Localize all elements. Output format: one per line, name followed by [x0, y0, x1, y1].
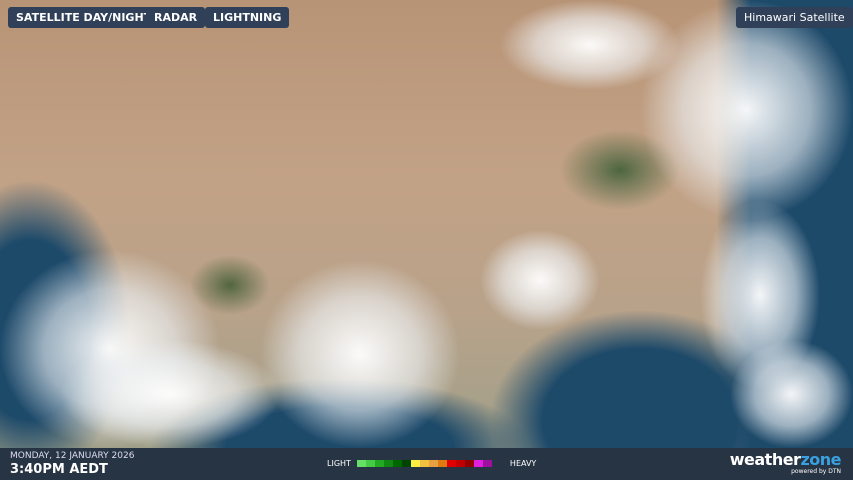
logo-text-a: weather: [729, 450, 801, 469]
legend-swatch: [482, 460, 492, 467]
legend-swatch: [464, 460, 474, 467]
source-label: Himawari Satellite: [736, 7, 853, 28]
date-label: MONDAY, 12 JANUARY 2026: [10, 451, 135, 461]
cloud: [500, 0, 680, 90]
legend-swatch: [374, 460, 384, 467]
tab-satellite-day-night[interactable]: SATELLITE DAY/NIGHT: [8, 7, 160, 28]
legend-light-label: LIGHT: [327, 459, 351, 468]
logo-text-b: zone: [800, 450, 841, 469]
time-label: 3:40PM AEDT: [10, 462, 108, 477]
cloud: [260, 260, 460, 448]
legend-swatch: [446, 460, 456, 467]
legend-swatch: [401, 460, 411, 467]
legend-swatch: [473, 460, 483, 467]
legend-swatch: [455, 460, 465, 467]
legend-swatch: [410, 460, 420, 467]
cloud: [60, 340, 280, 448]
cloud: [730, 340, 853, 448]
legend-swatch: [392, 460, 402, 467]
legend-swatch: [428, 460, 438, 467]
legend-swatches: [356, 460, 492, 467]
rain-legend: LIGHT HEAVY: [327, 459, 536, 468]
legend-swatch: [365, 460, 375, 467]
legend-heavy-label: HEAVY: [509, 459, 537, 468]
weatherzone-logo: weatherzone powered by DTN: [729, 450, 842, 476]
legend-swatch: [419, 460, 429, 467]
cloud: [480, 230, 600, 330]
footer-bar: MONDAY, 12 JANUARY 2026 3:40PM AEDT LIGH…: [0, 448, 853, 480]
legend-swatch: [356, 460, 366, 467]
tab-radar[interactable]: RADAR: [146, 7, 206, 28]
logo-tagline: powered by DTN: [791, 468, 841, 475]
legend-swatch: [437, 460, 447, 467]
legend-swatch: [383, 460, 393, 467]
satellite-map[interactable]: [0, 0, 853, 448]
tab-lightning[interactable]: LIGHTNING: [205, 7, 290, 28]
